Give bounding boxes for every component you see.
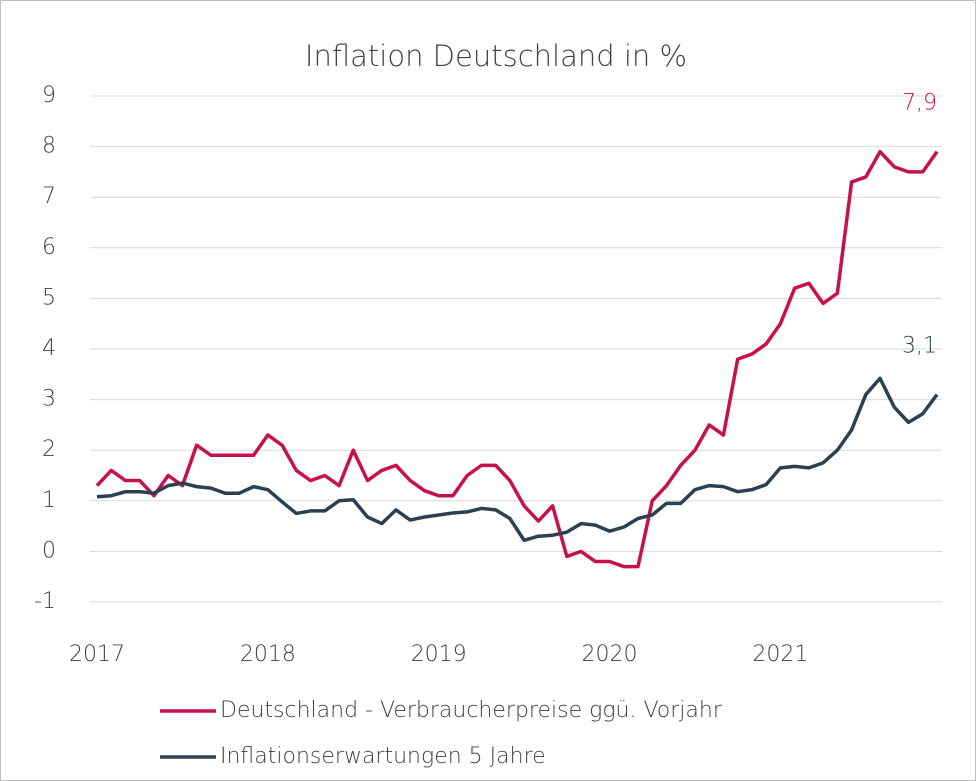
y-tick-label: 0 [42, 538, 56, 563]
x-tick-label: 2020 [582, 642, 638, 667]
y-tick-label: 9 [42, 83, 56, 108]
x-tick-label: 2018 [240, 642, 296, 667]
x-tick-label: 2021 [752, 642, 808, 667]
y-tick-label: 7 [42, 184, 56, 209]
series-line [96, 376, 939, 543]
y-tick-label: 3 [42, 387, 56, 412]
legend-label: Inflationserwartungen 5 Jahre [220, 744, 546, 769]
x-tick-label: 2019 [411, 642, 467, 667]
chart-title: Inflation Deutschland in % [305, 39, 687, 73]
x-tick-label: 2017 [69, 642, 125, 667]
y-tick-label: 6 [42, 235, 56, 260]
y-tick-label: -1 [34, 589, 56, 614]
end-label: 7,9 [902, 91, 937, 116]
series-line [95, 149, 939, 569]
y-tick-label: 4 [42, 336, 56, 361]
y-tick-label: 5 [42, 285, 56, 310]
end-label: 3,1 [902, 334, 937, 359]
y-tick-label: 8 [42, 134, 56, 159]
y-tick-label: 1 [42, 488, 56, 513]
y-tick-label: 2 [42, 437, 56, 462]
legend-label: Deutschland - Verbraucherpreise ggü. Vor… [220, 698, 723, 723]
